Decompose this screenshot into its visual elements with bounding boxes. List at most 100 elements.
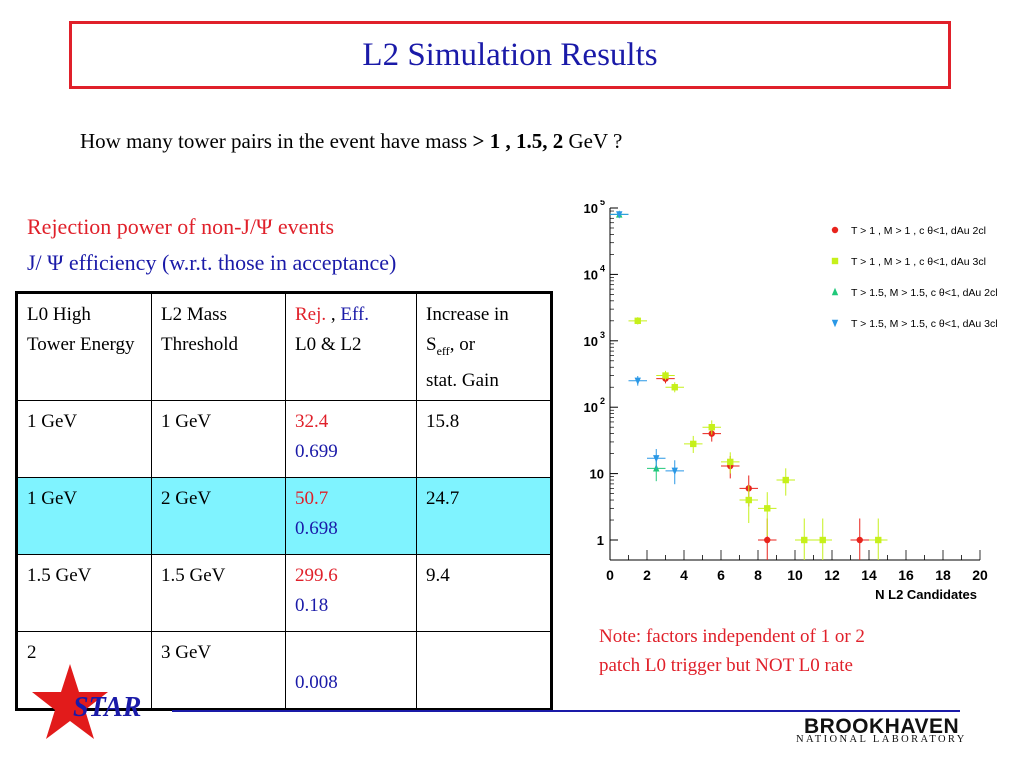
cell-rej: 32.4	[295, 410, 329, 432]
data-point	[616, 211, 623, 219]
cell-l0: 1.5 GeV	[16, 553, 152, 632]
x-tick-label: 8	[754, 567, 762, 583]
data-point	[662, 372, 669, 379]
data-point	[690, 440, 697, 448]
rejection-heading: Rejection power of non-J/Ψ events	[27, 214, 335, 239]
x-tick-label: 18	[935, 567, 951, 583]
legend-marker	[831, 287, 839, 296]
data-point	[727, 458, 734, 466]
data-point	[634, 377, 641, 385]
chart-legend: T > 1 , M > 1 , c θ<1, dAu 2cl T > 1 , M …	[831, 225, 998, 330]
cell-eff: 0.008	[295, 671, 338, 693]
star-logo-text: STAR	[73, 692, 142, 723]
header-gain: Increase in Seff, or stat. Gain	[416, 292, 552, 401]
header-l2-threshold: L2 Mass Threshold	[151, 292, 286, 401]
data-point	[801, 536, 808, 544]
header-gain-line3: stat. Gain	[426, 369, 499, 391]
y-tick-label: 10	[584, 400, 598, 415]
y-tick-label: 10	[590, 467, 604, 482]
cell-eff: 0.18	[295, 594, 329, 616]
cell-rej-eff: 32.4 0.699	[285, 399, 417, 478]
header-rej: Rej.	[295, 304, 327, 325]
table-header-row: L0 High Tower Energy L2 Mass Threshold R…	[16, 292, 552, 401]
efficiency-heading: J/ Ψ efficiency (w.r.t. those in accepta…	[27, 250, 397, 275]
note-line-2: patch L0 trigger but NOT L0 rate	[599, 655, 853, 676]
header-l0l2: L0 & L2	[295, 334, 362, 355]
y-tick-exponent: 5	[600, 200, 605, 207]
data-point	[764, 505, 771, 512]
cell-rej-eff: 50.7 0.698	[285, 476, 417, 555]
cell-l2: 1.5 GeV	[151, 553, 286, 632]
question-values: > 1 , 1.5, 2	[472, 129, 569, 153]
y-tick-exponent: 3	[600, 330, 605, 340]
header-gain-sub: eff	[436, 343, 450, 358]
chart-marks	[610, 210, 888, 560]
y-tick-label: 10	[584, 267, 598, 282]
x-tick-label: 12	[824, 567, 840, 583]
brookhaven-logo-name: BROOKHAVEN	[804, 715, 960, 738]
data-point	[653, 455, 660, 463]
legend-marker	[831, 226, 839, 234]
data-point	[745, 496, 752, 504]
cell-eff: 0.698	[295, 517, 338, 539]
title-box: L2 Simulation Results	[69, 21, 951, 89]
cell-l2: 3 GeV	[151, 630, 286, 710]
cell-rej-eff: 299.6 0.18	[285, 553, 417, 632]
data-point	[671, 467, 678, 476]
note-text: Note: factors independent of 1 or 2 patc…	[599, 622, 865, 680]
x-tick-label: 6	[717, 567, 725, 583]
legend-marker	[831, 319, 839, 328]
y-tick-exponent: 4	[600, 263, 605, 273]
legend-label: T > 1.5, M > 1.5, c θ<1, dAu 2cl	[851, 287, 998, 299]
x-tick-label: 20	[972, 567, 988, 583]
legend-marker	[831, 257, 839, 265]
y-tick-label: 10	[584, 201, 598, 216]
legend-label: T > 1.5, M > 1.5, c θ<1, dAu 3cl	[851, 318, 998, 330]
y-tick-exponent: 2	[600, 396, 605, 406]
results-table: L0 High Tower Energy L2 Mass Threshold R…	[15, 291, 553, 711]
x-tick-label: 10	[787, 567, 803, 583]
cell-l0: 1 GeV	[16, 476, 152, 555]
question-post: GeV ?	[568, 129, 623, 153]
cell-rej: 299.6	[295, 564, 338, 586]
cell-l2: 1 GeV	[151, 399, 286, 478]
star-logo-icon	[32, 664, 108, 739]
table-row-highlighted: 1 GeV 2 GeV 50.7 0.698 24.7	[16, 476, 552, 555]
y-tick-label: 10	[584, 334, 598, 349]
x-tick-label: 16	[898, 567, 914, 583]
x-tick-label: 0	[606, 567, 614, 583]
cell-rej	[295, 642, 300, 663]
x-tick-label: 2	[643, 567, 651, 583]
y-tick-label: 1	[597, 533, 604, 548]
x-tick-label: 14	[861, 567, 877, 583]
cell-eff: 0.699	[295, 440, 338, 462]
x-axis-label: N L2 Candidates	[875, 587, 977, 602]
cell-l2: 2 GeV	[151, 476, 286, 555]
header-gain-rest: , or	[449, 334, 476, 355]
cell-rej-eff: 0.008	[285, 630, 417, 710]
table-row: 1 GeV 1 GeV 32.4 0.699 15.8	[16, 399, 552, 478]
star-shape	[32, 664, 108, 739]
data-point	[819, 536, 826, 544]
note-line-1: Note: factors independent of 1 or 2	[599, 626, 865, 647]
legend-label: T > 1 , M > 1 , c θ<1, dAu 2cl	[851, 225, 986, 237]
x-tick-label: 4	[680, 567, 688, 583]
data-point	[708, 423, 715, 431]
data-point	[764, 536, 771, 544]
data-point	[634, 317, 641, 325]
header-sep: ,	[326, 304, 341, 325]
data-point	[875, 536, 882, 544]
cell-rej: 50.7	[295, 487, 329, 509]
cell-gain	[416, 630, 552, 710]
table-row: 1.5 GeV 1.5 GeV 299.6 0.18 9.4	[16, 553, 552, 632]
header-gain-line1: Increase in	[426, 304, 509, 325]
cell-gain: 9.4	[416, 553, 552, 632]
data-point	[782, 476, 789, 484]
brookhaven-logo-subtitle: NATIONAL LABORATORY	[796, 734, 967, 745]
legend-label: T > 1 , M > 1 , c θ<1, dAu 3cl	[851, 256, 986, 268]
header-eff: Eff.	[340, 304, 370, 325]
header-gain-s: S	[426, 334, 437, 355]
footer-rule	[172, 710, 960, 712]
